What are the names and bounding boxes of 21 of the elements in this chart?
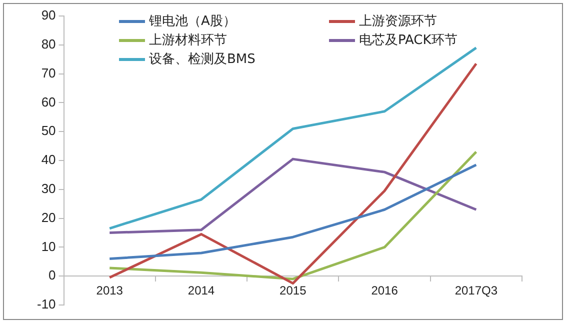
y-tick-label: 70 <box>41 65 56 80</box>
y-tick-label: 10 <box>41 238 56 254</box>
x-tick-label: 2016 <box>371 284 398 298</box>
legend-label: 上游材料环节 <box>149 32 227 49</box>
y-tick-label: 50 <box>41 123 56 138</box>
legend-label: 电芯及PACK环节 <box>359 32 458 49</box>
y-tick-label: 80 <box>41 36 56 52</box>
x-tick-label: 2014 <box>188 284 215 298</box>
legend-label: 上游资源环节 <box>359 13 437 30</box>
y-tick-label: 40 <box>41 152 56 168</box>
y-tick-label: -10 <box>36 296 56 312</box>
y-tick-label: 20 <box>41 210 56 225</box>
y-tick-label: 30 <box>41 180 56 196</box>
x-tick-label: 2013 <box>96 284 124 298</box>
legend-label: 设备、检测及BMS <box>149 51 256 68</box>
y-tick-label: 60 <box>41 94 56 110</box>
x-tick-label: 2017Q3 <box>454 284 498 298</box>
x-tick-label: 2015 <box>280 284 307 298</box>
y-tick-label: 90 <box>41 8 56 23</box>
legend-label: 锂电池（A股） <box>149 13 236 30</box>
y-tick-label: 0 <box>48 268 56 283</box>
